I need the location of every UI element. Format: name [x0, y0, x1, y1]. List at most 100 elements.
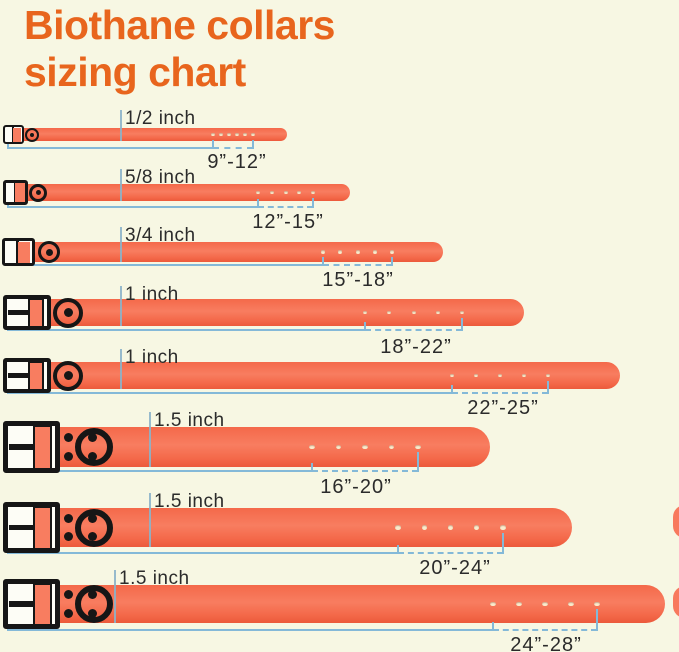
row-3-strap-hole [390, 250, 394, 254]
row-1-width-label-line [120, 110, 122, 141]
row-4-buckle-center-bar [7, 310, 34, 315]
row-4-size-range-label: 18”-22” [380, 336, 452, 358]
row-7-strap-hole [500, 525, 506, 530]
row-3-width-label-line [120, 227, 122, 262]
row-1-collar-strap [3, 128, 287, 141]
row-5-strap-hole [498, 373, 502, 378]
row-8-measure-line-solid [7, 629, 493, 631]
row-7-strap-hole [474, 525, 480, 530]
row-2-strap-hole [269, 190, 274, 195]
row-4-buckle-pin-dot [63, 308, 73, 317]
row-2-collar-strap [3, 184, 350, 201]
row-5-collar-strap [3, 362, 620, 389]
row-7-width-label: 1.5 inch [154, 491, 225, 512]
row-3-measure-line-solid [7, 264, 323, 266]
row-7-rivet [63, 532, 73, 542]
row-5-strap-hole [450, 373, 454, 378]
row-2-buckle-keeper [15, 183, 25, 202]
row-2-measure-line-solid [7, 206, 258, 208]
row-5-width-label-line [120, 349, 122, 389]
row-6-strap-hole [335, 444, 342, 450]
row-1-strap-hole [211, 132, 215, 137]
row-5-strap-hole [522, 373, 526, 378]
row-2-measure-tick-start [257, 199, 259, 208]
row-2-strap-hole [297, 190, 302, 195]
row-3-size-range-label: 15”-18” [322, 269, 394, 291]
row-4-strap-hole [435, 310, 440, 315]
row-4-strap-hole [387, 310, 392, 315]
row-5-size-range-label: 22”-25” [467, 397, 539, 419]
row-3-buckle-ring [38, 241, 60, 263]
row-7-strap-hole [395, 525, 401, 530]
row-3-buckle-keeper [17, 241, 31, 263]
row-8-collar-strap [3, 585, 665, 623]
row-4-buckle-keeper [27, 297, 45, 328]
row-6-width-label-line [149, 412, 151, 467]
row-3-measure-tick-start [322, 257, 324, 266]
row-8-d-ring [75, 585, 113, 623]
row-8-rivet [63, 608, 73, 618]
row-6-size-range-label: 16”-20” [320, 476, 392, 498]
row-8-width-label-line [114, 570, 116, 623]
row-7-d-ring [75, 508, 113, 547]
row-8-strap-hole [594, 601, 600, 607]
row-2-width-label: 5/8 inch [125, 167, 196, 188]
row-8-strap-hole [516, 601, 522, 607]
row-5-measure-line-dashed [452, 392, 548, 394]
row-2-strap-hole [311, 190, 315, 195]
row-7-measure-line-solid [7, 552, 398, 554]
row-4-strap-hole [411, 310, 416, 315]
row-3-collar-strap [2, 242, 443, 262]
row-3-strap-hole [355, 250, 360, 254]
row-3-width-label: 3/4 inch [125, 225, 196, 246]
row-4-measure-line-solid [7, 329, 365, 331]
row-5-measure-tick-start [451, 385, 453, 394]
row-5-buckle-ring [53, 360, 83, 391]
row-1-strap-hole [243, 132, 247, 137]
row-4-buckle-ring [53, 297, 83, 328]
row-6-buckle-keeper [32, 424, 52, 470]
row-1-buckle-center-bar [11, 126, 15, 143]
row-5-measure-line-solid [7, 392, 452, 394]
chart-title-line2: sizing chart [24, 49, 246, 95]
row-4-width-label: 1 inch [125, 284, 179, 305]
row-6-strap-hole [309, 444, 315, 450]
row-2-measure-line-dashed [258, 206, 313, 208]
row-1-measure-line-solid [7, 147, 213, 149]
row-8-strap-hole [490, 601, 496, 607]
row-5-strap-hole [474, 373, 478, 378]
row-2-measure-tick-end [312, 197, 314, 208]
row-3-measure-tick-end [391, 257, 393, 266]
row-6-width-label: 1.5 inch [154, 410, 225, 431]
row-1-strap-hole [251, 132, 255, 137]
row-1-strap-hole [235, 132, 239, 137]
row-8-width-label: 1.5 inch [119, 568, 190, 589]
row-8-buckle-keeper [32, 582, 52, 626]
row-1-measure-tick-end [252, 139, 254, 149]
row-8-strap-hole [568, 601, 574, 607]
row-2-buckle-pin-dot [35, 190, 41, 195]
row-6-d-ring [75, 428, 113, 466]
row-2-strap-hole [256, 190, 260, 195]
row-2-buckle-ring [29, 183, 47, 202]
collar-tip-fragment-1 [673, 505, 679, 538]
row-8-size-range-label: 24”-28” [510, 634, 582, 652]
row-7-width-label-line [149, 493, 151, 547]
chart-title: Biothane collars sizing chart [24, 2, 335, 96]
row-2-strap-hole [283, 190, 288, 195]
row-1-buckle-pin-dot [30, 132, 34, 137]
row-6-measure-line-solid [7, 470, 312, 472]
row-1-width-label: 1/2 inch [125, 108, 196, 129]
row-3-strap-hole [372, 250, 377, 254]
row-5-buckle-keeper [27, 360, 45, 391]
row-4-strap-hole [363, 310, 367, 315]
row-1-measure-tick-left [7, 140, 9, 149]
row-1-buckle-ring [25, 127, 39, 142]
row-3-strap-hole [321, 250, 325, 254]
row-3-buckle-center-bar [15, 239, 20, 265]
row-5-buckle-pin-dot [63, 371, 73, 380]
row-1-measure-line-dashed [213, 147, 253, 149]
row-7-strap-hole [421, 525, 427, 530]
chart-title-line1: Biothane collars [24, 2, 335, 48]
